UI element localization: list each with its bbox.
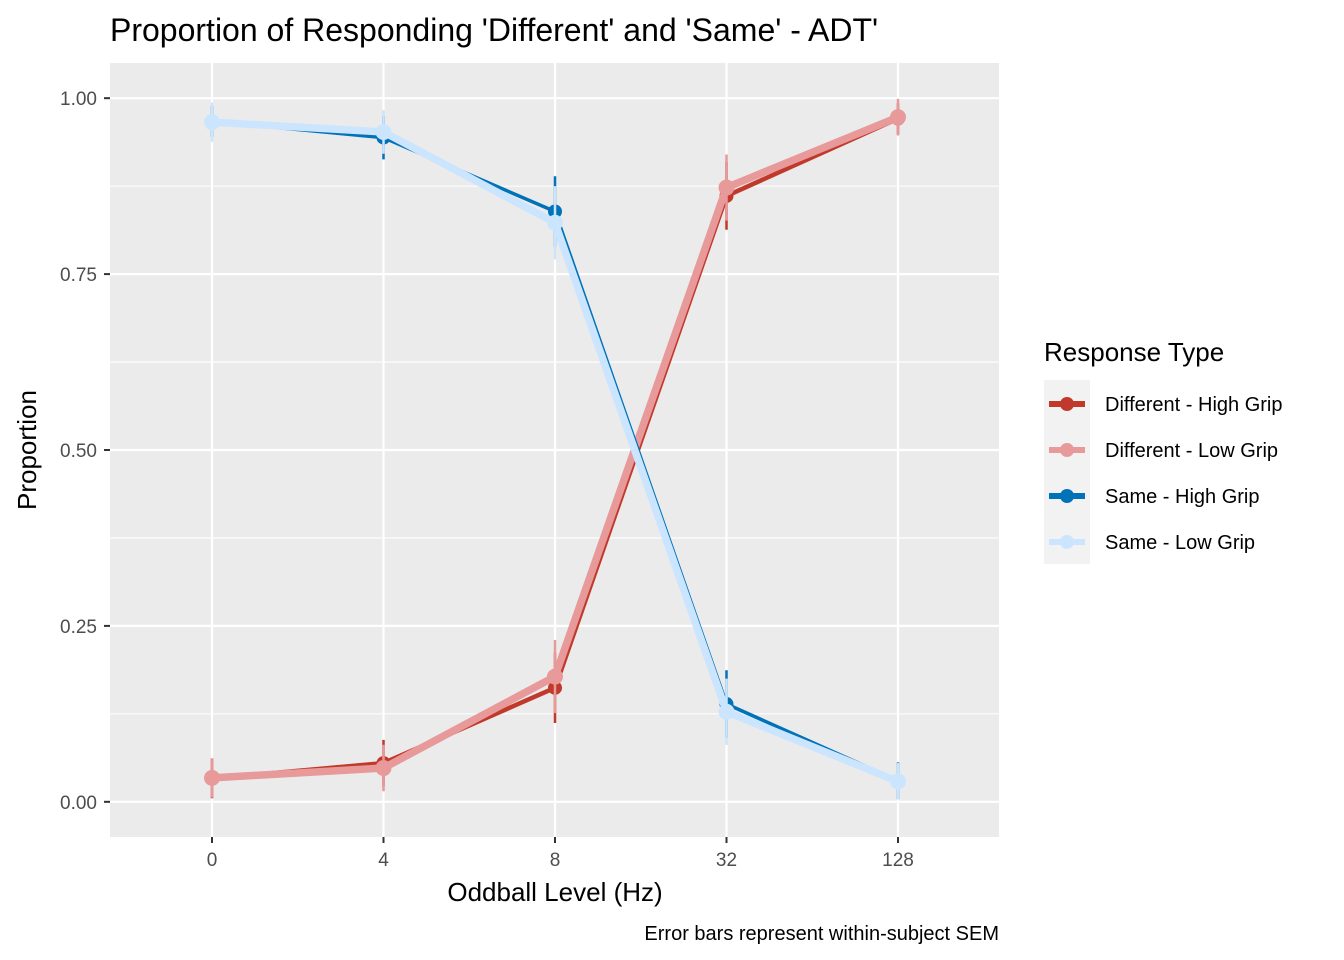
legend-key-point: [1060, 397, 1074, 411]
x-axis-title: Oddball Level (Hz): [447, 877, 662, 907]
y-axis-title: Proportion: [12, 390, 42, 510]
x-axis: 0 4 8 32 128: [207, 837, 914, 871]
data-point: [718, 179, 735, 196]
data-point: [204, 769, 220, 786]
data-point: [547, 668, 563, 685]
y-tick-label: 1.00: [60, 89, 97, 110]
series-same-low-grip: [204, 102, 906, 800]
legend-item: Different - High Grip: [1049, 394, 1282, 416]
data-point: [718, 703, 735, 720]
x-tick-label: 8: [550, 850, 561, 871]
legend-label: Same - High Grip: [1105, 486, 1260, 508]
y-axis: 0.00 0.25 0.50 0.75 1.00: [60, 89, 110, 814]
chart-title: Proportion of Responding 'Different' and…: [110, 12, 878, 48]
y-tick-label: 0.75: [60, 265, 97, 286]
legend-key-point: [1060, 489, 1074, 503]
legend-label: Different - High Grip: [1105, 394, 1282, 416]
legend-title: Response Type: [1044, 337, 1224, 367]
legend-key-point: [1060, 535, 1074, 549]
x-tick-label: 32: [716, 850, 737, 871]
data-point: [890, 773, 906, 790]
legend-item: Different - Low Grip: [1049, 440, 1278, 462]
y-tick-label: 0.00: [60, 793, 97, 814]
data-point: [204, 114, 220, 131]
data-point: [890, 109, 906, 126]
data-point: [375, 123, 392, 140]
legend-label: Same - Low Grip: [1105, 532, 1255, 554]
legend: Response Type Different - High GripDiffe…: [1044, 337, 1282, 564]
x-tick-label: 4: [378, 850, 389, 871]
x-tick-label: 128: [882, 850, 914, 871]
y-tick-label: 0.50: [60, 441, 97, 462]
grid: [110, 63, 999, 837]
legend-label: Different - Low Grip: [1105, 440, 1278, 462]
data-point: [547, 214, 563, 231]
legend-items: Different - High Grip Different - Low Gri…: [1049, 394, 1282, 554]
series-layer: [204, 98, 906, 800]
data-point: [375, 760, 392, 777]
series-different-low-grip: [204, 98, 906, 798]
legend-item: Same - High Grip: [1049, 486, 1260, 508]
caption: Error bars represent within-subject SEM: [644, 923, 999, 945]
legend-key-point: [1060, 443, 1074, 457]
legend-item: Same - Low Grip: [1049, 532, 1255, 554]
y-tick-label: 0.25: [60, 617, 97, 638]
x-tick-label: 0: [207, 850, 218, 871]
